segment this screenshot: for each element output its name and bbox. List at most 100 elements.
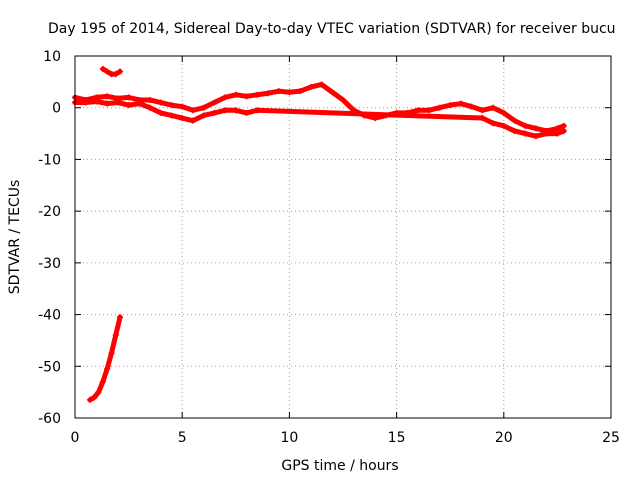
y-tick-label: -60 xyxy=(38,411,61,427)
data-point xyxy=(117,68,124,75)
data-point xyxy=(243,109,250,116)
data-point xyxy=(147,96,154,103)
data-point xyxy=(232,91,239,98)
data-point xyxy=(532,133,539,140)
x-tick-label: 0 xyxy=(71,430,80,446)
x-tick-label: 10 xyxy=(280,430,298,446)
data-point xyxy=(329,89,336,96)
data-point xyxy=(189,117,196,124)
data-point xyxy=(211,99,218,106)
data-point xyxy=(104,93,111,100)
x-tick-label: 5 xyxy=(178,430,187,446)
data-point xyxy=(532,125,539,132)
data-point xyxy=(104,100,111,107)
y-tick-label: 0 xyxy=(52,101,61,117)
data-point xyxy=(522,122,529,129)
data-point xyxy=(340,96,346,103)
data-point xyxy=(82,99,89,106)
series-main-track-b xyxy=(72,98,567,140)
data-point xyxy=(297,88,304,95)
data-point xyxy=(457,100,464,107)
y-axis: 10 0 -10 -20 -30 -40 -50 -60 xyxy=(38,49,611,427)
data-point xyxy=(211,109,218,116)
data-point xyxy=(99,65,106,72)
data-point xyxy=(168,112,175,119)
y-tick-label: -50 xyxy=(38,359,61,375)
series-short-arc xyxy=(99,65,124,78)
data-point xyxy=(307,84,314,91)
data-point xyxy=(511,127,518,134)
data-point xyxy=(95,389,102,396)
data-point xyxy=(179,115,186,122)
data-point xyxy=(243,93,250,100)
data-point xyxy=(490,104,497,111)
data-point xyxy=(490,120,497,127)
data-point xyxy=(179,103,186,110)
data-point xyxy=(425,107,432,114)
y-tick-label: -30 xyxy=(38,256,61,272)
data-point xyxy=(147,104,154,111)
series-trace xyxy=(87,314,123,403)
data-point xyxy=(560,127,567,134)
x-axis: 0 5 10 15 20 25 xyxy=(71,56,620,446)
data-point xyxy=(415,107,422,114)
x-tick-label: 25 xyxy=(602,430,620,446)
data-point xyxy=(264,90,271,97)
data-point xyxy=(87,396,94,403)
data-point xyxy=(254,91,261,98)
y-tick-label: -10 xyxy=(38,152,61,168)
data-point xyxy=(479,107,486,114)
data-point xyxy=(200,104,207,111)
y-tick-label: -40 xyxy=(38,308,61,324)
data-point xyxy=(93,98,100,105)
grid xyxy=(75,56,611,418)
data-point xyxy=(318,81,325,88)
series-steep-drop xyxy=(87,314,124,403)
data-point xyxy=(108,350,115,357)
x-tick-label: 15 xyxy=(388,430,406,446)
data-point xyxy=(543,130,550,137)
y-tick-label: 10 xyxy=(43,49,61,65)
data-point xyxy=(447,102,454,109)
data-point xyxy=(511,117,518,124)
x-tick-label: 20 xyxy=(495,430,513,446)
data-point xyxy=(125,102,132,109)
data-point xyxy=(500,122,507,129)
data-point xyxy=(554,130,561,137)
data-point xyxy=(157,109,164,116)
data-point xyxy=(254,107,261,114)
data-point xyxy=(189,107,196,114)
y-tick-label: -20 xyxy=(38,204,61,220)
data-point xyxy=(117,314,124,321)
data-point xyxy=(222,94,229,101)
chart-title: Day 195 of 2014, Sidereal Day-to-day VTE… xyxy=(48,21,616,37)
data-point xyxy=(232,107,239,114)
data-point xyxy=(104,365,111,372)
data-point xyxy=(286,89,293,96)
data-point xyxy=(468,103,475,110)
data-point xyxy=(157,99,164,106)
data-point xyxy=(99,378,106,385)
plot-frame xyxy=(74,55,612,419)
data-point xyxy=(114,99,121,106)
data-point xyxy=(500,109,507,116)
data-point xyxy=(91,394,98,401)
data-point xyxy=(222,107,229,114)
data-point xyxy=(112,332,119,339)
data-point xyxy=(136,100,143,107)
data-point xyxy=(275,88,282,95)
data-point xyxy=(554,125,561,132)
data-point xyxy=(168,102,175,109)
data-point xyxy=(560,122,567,129)
y-axis-label: SDTVAR / TECUs xyxy=(7,180,23,295)
data-series xyxy=(72,65,567,403)
data-point xyxy=(125,94,132,101)
data-point xyxy=(436,104,443,111)
data-point xyxy=(112,71,119,78)
data-point xyxy=(479,115,486,122)
data-point xyxy=(522,130,529,137)
x-axis-label: GPS time / hours xyxy=(281,458,398,474)
data-point xyxy=(200,112,207,119)
data-point xyxy=(104,68,111,75)
